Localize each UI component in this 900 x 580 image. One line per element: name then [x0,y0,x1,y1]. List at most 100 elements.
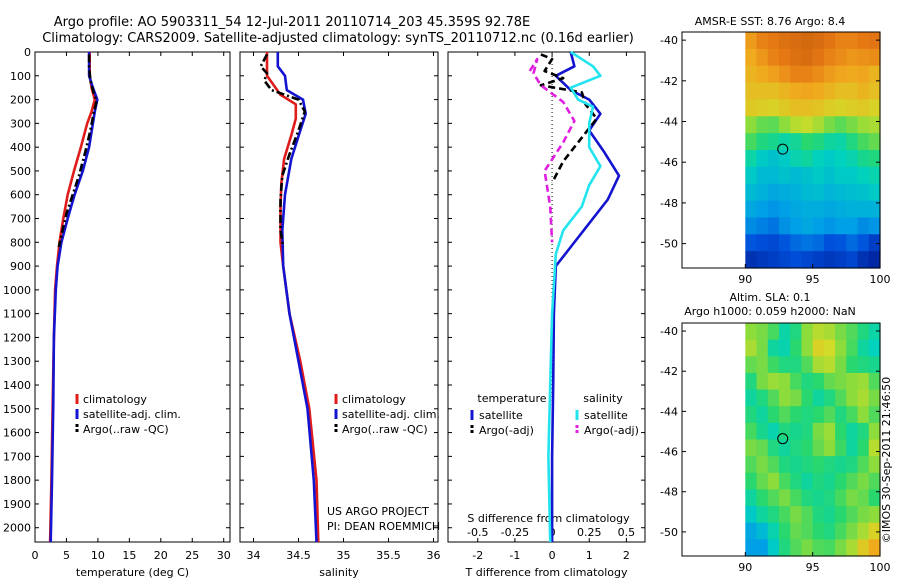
heatmap-cell [801,456,814,474]
heatmap-cell [767,372,780,391]
heatmap-cell [846,472,859,491]
heatmap-cell [857,323,870,341]
heatmap-cell [745,489,758,507]
heatmap-cell [823,356,836,374]
heatmap-cell [790,65,803,84]
heatmap-cell [823,32,836,50]
y-tick-label: 2000 [3,522,31,535]
argo-location-marker [777,143,789,155]
heatmap-cell [868,372,881,391]
heatmap-cell [767,456,780,474]
heatmap-cell [745,200,758,219]
heatmap-cell [790,539,803,557]
heatmap-cell [801,116,814,134]
heatmap-cell [790,456,803,474]
heatmap-cell [790,251,803,269]
heatmap-cell [868,323,881,341]
heatmap-cell [857,456,870,474]
chart-title: Argo h1000: 0.059 h2000: NaN [684,305,856,318]
series-line-temperature-argo-adj- [539,53,598,184]
heatmap-cell [767,251,780,269]
heatmap-cell [778,99,791,117]
heatmap-cell [812,48,825,67]
chart-title: Altim. SLA: 0.1 [729,291,810,304]
heatmap-cell [823,472,836,491]
legend-label: satellite [584,409,628,422]
heatmap-cell [823,116,836,134]
imos-stamp: ©IMOS 30-Sep-2011 21:46:50 [880,377,893,543]
heatmap-cell [868,489,881,507]
heatmap-cell [778,48,791,67]
heatmap-cell [868,217,881,235]
heatmap-cell [801,200,814,219]
heatmap-cell [857,389,870,407]
heatmap-cell [857,422,870,441]
heatmap-cell [846,339,859,357]
heatmap-cell [846,48,859,67]
y-tick-label: 900 [10,260,31,273]
y-tick-label: 700 [10,213,31,226]
heatmap-cell [835,166,847,185]
heatmap-cell [868,251,881,269]
heatmap-cell [756,456,769,474]
heatmap-cell [790,133,803,151]
heatmap-cell [745,522,758,540]
heatmap-cell [778,406,791,424]
x-axis-label: salinity [319,566,359,579]
heatmap-cell [846,200,859,219]
heatmap-cell [745,472,758,491]
heatmap-cell [801,422,814,441]
heatmap-cell [790,99,803,117]
x-tick-label: 35 [337,549,351,562]
heatmap-cell [823,539,836,557]
heatmap-cell [778,506,791,524]
heatmap-cell [790,489,803,507]
x-tick-label: 95 [806,561,820,574]
y-tick-label: 1200 [3,331,31,344]
heatmap-cell [812,150,825,168]
x-axis-label: temperature (deg C) [76,566,189,579]
y-tick-label: 200 [10,94,31,107]
y-tick-label: -50 [660,526,678,539]
heatmap-cell [790,48,803,67]
heatmap-cell [767,183,780,202]
heatmap-cell [823,323,836,341]
heatmap-cell [790,389,803,407]
top-tick-label: -0.25 [501,526,529,539]
heatmap-cell [756,389,769,407]
y-tick-label: 1800 [3,474,31,487]
heatmap-cell [801,234,814,252]
x-tick-label: 10 [91,549,105,562]
heatmap-cell [835,506,847,524]
y-tick-label: 1500 [3,403,31,416]
heatmap-cell [823,439,836,457]
heatmap-cell [846,389,859,407]
heatmap-cell [756,183,769,202]
heatmap-cell [745,82,758,101]
heatmap-cell [778,372,791,391]
heatmap-cell [823,217,836,235]
x-tick-label: 5 [63,549,70,562]
heatmap-cell [756,356,769,374]
heatmap-cell [778,389,791,407]
heatmap-cell [790,472,803,491]
heatmap-cell [846,183,859,202]
heatmap-cell [745,406,758,424]
y-tick-label: -46 [660,156,678,169]
heatmap-cell [812,456,825,474]
legend-label: satellite-adj. clim. [83,408,181,421]
heatmap-cell [812,522,825,540]
x-tick-label: 25 [185,549,199,562]
heatmap-cell [857,150,870,168]
y-tick-label: 1600 [3,427,31,440]
y-tick-label: 1100 [3,308,31,321]
heatmap-cell [767,99,780,117]
x-tick-label: 34 [247,549,261,562]
heatmap-cell [790,439,803,457]
x-tick-label: 0 [32,549,39,562]
heatmap-cell [812,389,825,407]
heatmap-cell [835,356,847,374]
heatmap-cell [868,406,881,424]
x-tick-label: 95 [806,273,820,286]
heatmap-cell [812,406,825,424]
